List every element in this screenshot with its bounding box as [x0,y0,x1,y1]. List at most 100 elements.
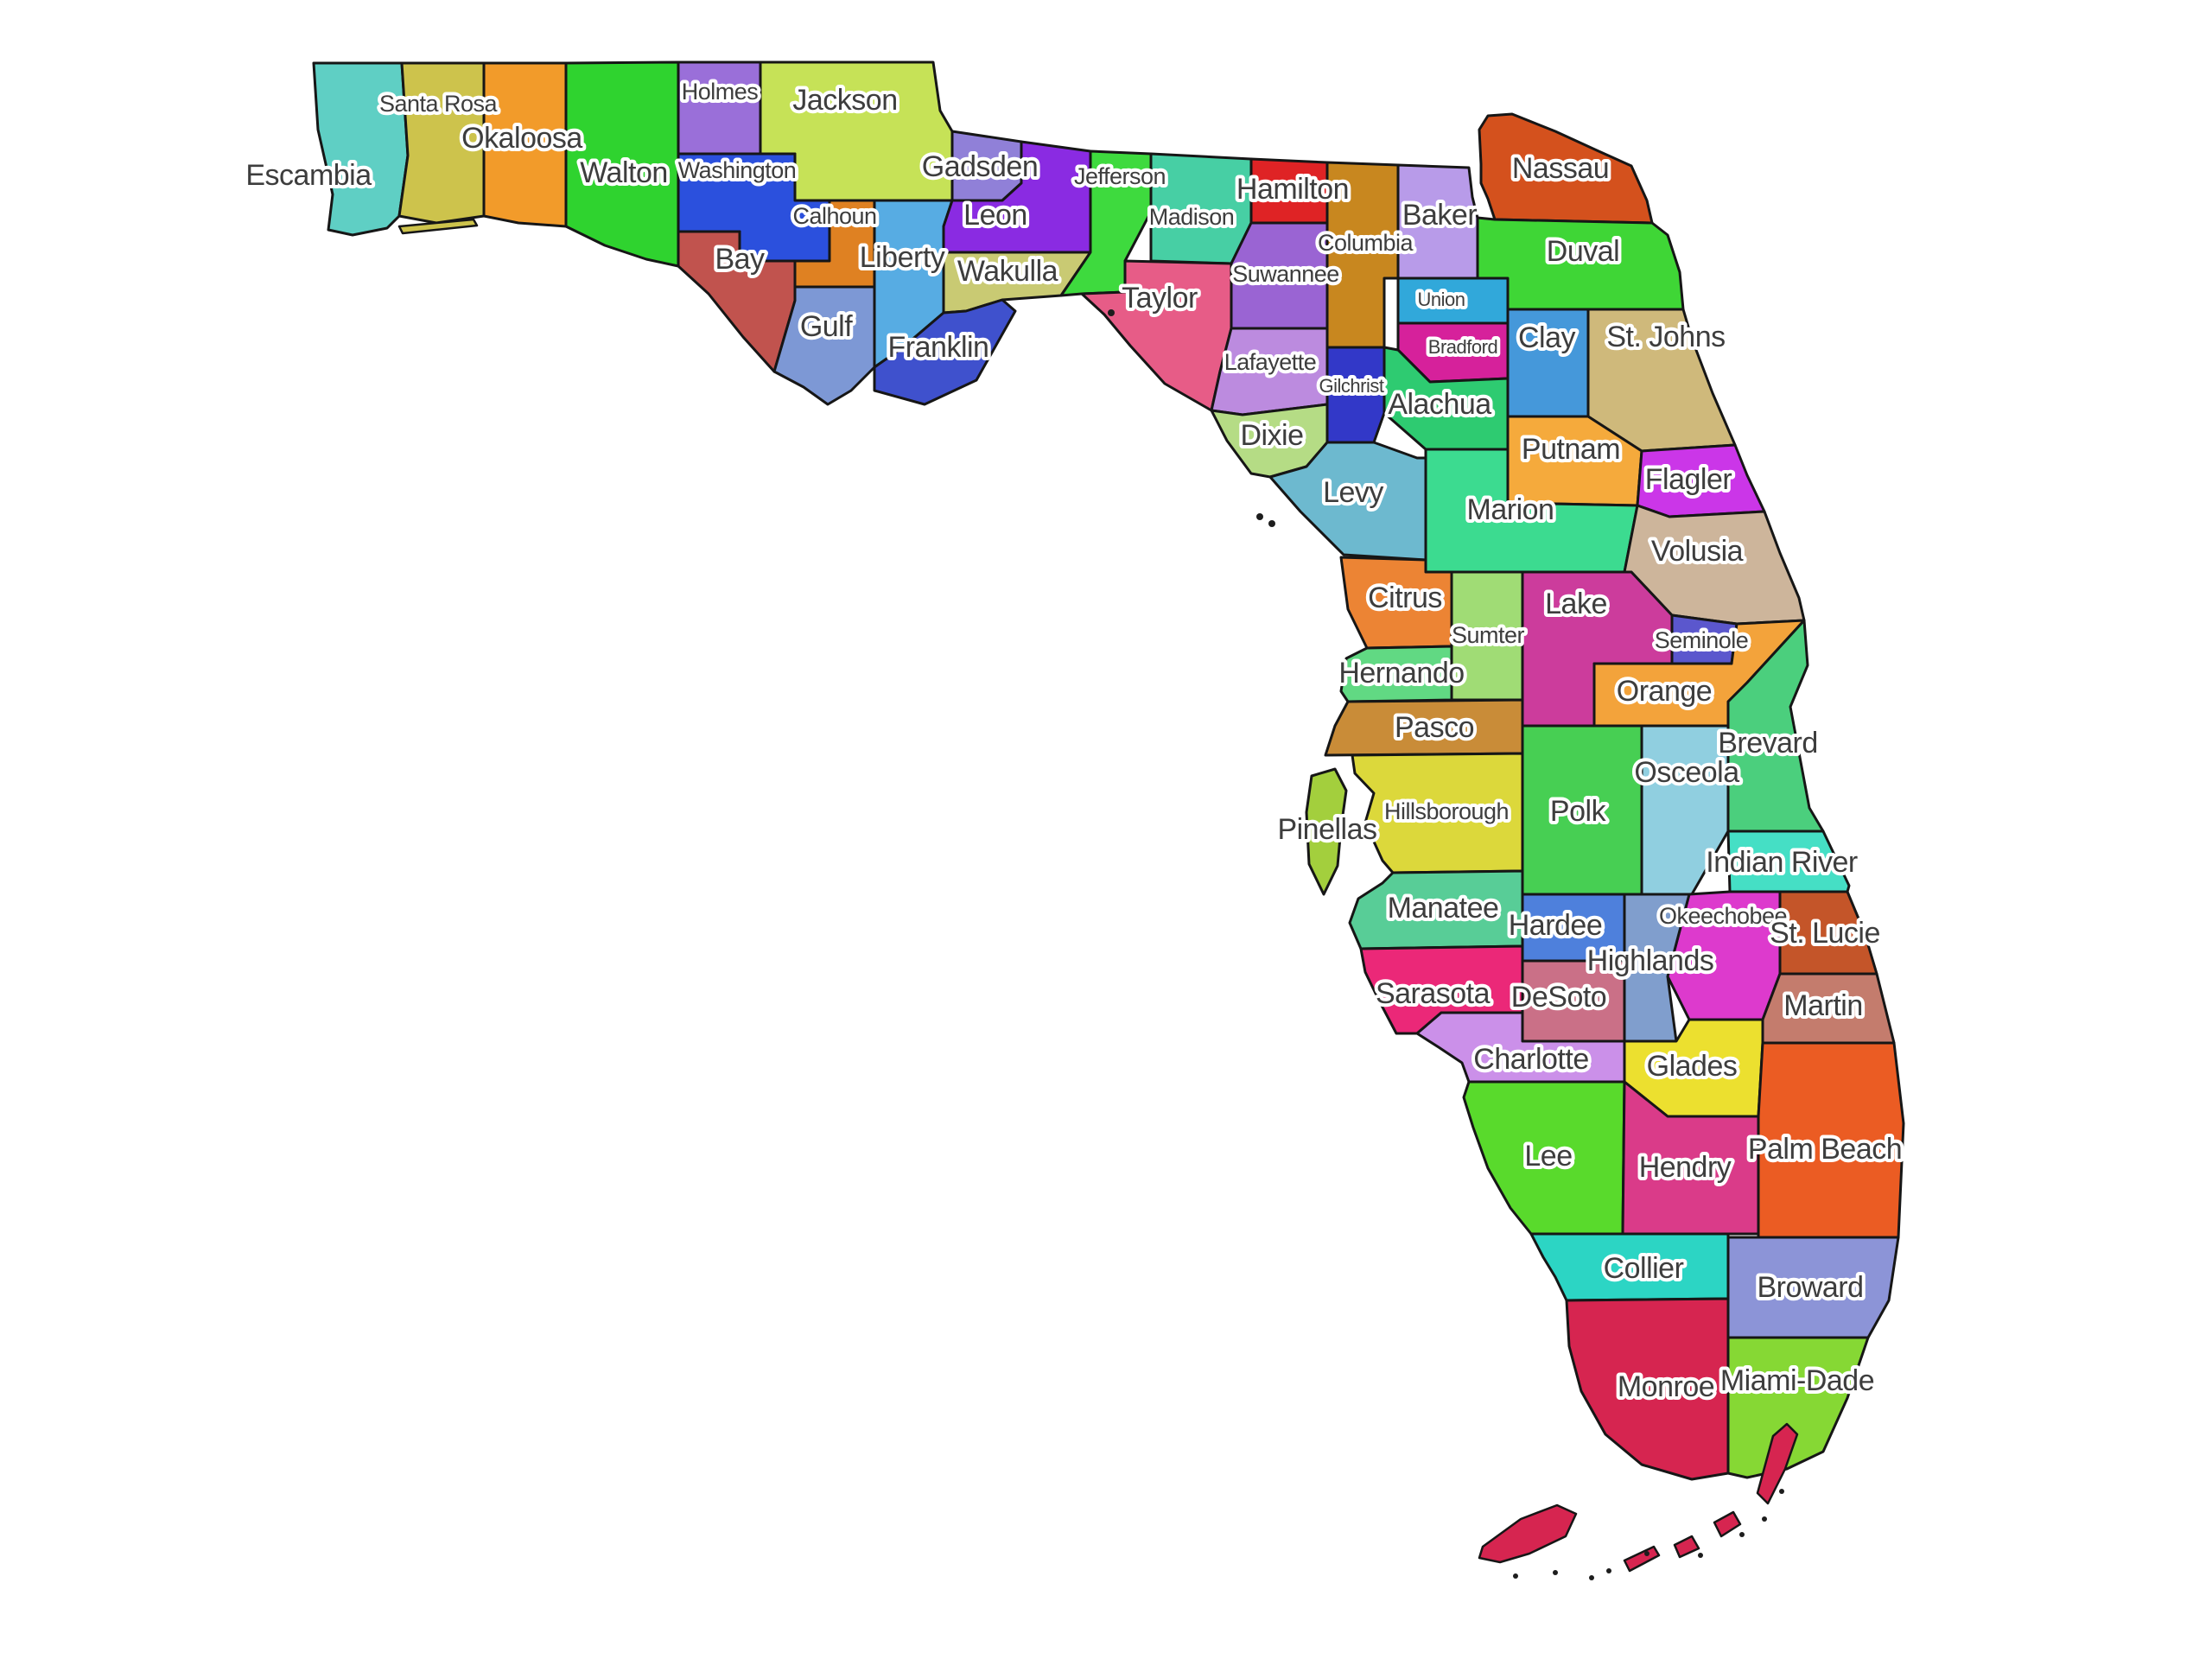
county-label-columbia: Columbia [1318,230,1414,256]
county-label-taylor: Taylor [1122,282,1198,315]
small-island-dot [1606,1568,1611,1573]
county-label-leon: Leon [963,199,1027,232]
county-label-monroe: Monroe [1618,1370,1714,1403]
county-shape-manatee [1348,869,1524,950]
small-island-dot [1256,513,1263,520]
small-island-dot [1739,1532,1745,1537]
county-shape-duval [1476,216,1685,311]
county-label-madison: Madison [1149,204,1235,230]
county-label-seminole: Seminole [1655,627,1749,653]
county-label-osceola: Osceola [1634,756,1739,789]
county-label-baker: Baker [1402,199,1477,232]
county-shape-pinellas [1305,767,1348,896]
county-label-flagler: Flagler [1645,463,1732,496]
county-label-bay: Bay [715,243,765,276]
county-label-glades: Glades [1647,1050,1738,1083]
county-label-walton: Walton [580,156,668,189]
small-island-dot [1762,1516,1767,1522]
county-shape-monroe [1565,1297,1730,1481]
county-label-putnam: Putnam [1522,433,1620,466]
small-island-dot [1779,1489,1784,1494]
county-label-hamilton: Hamilton [1236,173,1349,206]
county-label-pasco: Pasco [1395,711,1474,744]
county-label-okaloosa: Okaloosa [461,122,582,155]
county-label-escambia: Escambia [245,159,372,192]
county-label-orange: Orange [1617,675,1712,708]
small-island-dot [1513,1573,1518,1579]
county-label-sumter: Sumter [1452,622,1525,648]
county-label-union: Union [1418,289,1465,310]
county-label-lee: Lee [1524,1140,1572,1173]
island-santa-rosa-island [397,218,479,235]
county-shape-nassau [1478,112,1654,225]
county-label-wakulla: Wakulla [957,255,1058,288]
county-shape-okaloosa [482,61,568,228]
island-upper-keys [1756,1422,1799,1505]
island-middle-key-1 [1713,1510,1742,1538]
county-label-lafayette: Lafayette [1224,349,1317,375]
counties-layer [312,60,1905,1481]
small-island-dot [1644,1551,1649,1556]
county-label-gilchrist: Gilchrist [1319,375,1384,397]
county-label-hillsborough: Hillsborough [1384,798,1509,824]
county-label-washington: Washington [678,157,797,183]
county-shape-miami-dade [1726,1336,1870,1479]
county-label-sarasota: Sarasota [1376,977,1491,1010]
county-label-broward: Broward [1757,1271,1863,1304]
county-shape-escambia [312,61,410,237]
county-label-hendry: Hendry [1639,1151,1732,1184]
county-label-bradford: Bradford [1428,336,1497,358]
county-label-jefferson: Jefferson [1074,163,1166,189]
county-label-charlotte: Charlotte [1473,1043,1588,1076]
county-label-gulf: Gulf [800,310,853,343]
county-shape-st-lucie [1778,890,1878,976]
county-label-polk: Polk [1550,795,1607,828]
county-label-palm-beach: Palm Beach [1748,1133,1902,1166]
county-label-indian-river: Indian River [1706,846,1858,879]
county-label-dixie: Dixie [1240,419,1303,452]
county-label-calhoun: Calhoun [792,203,876,229]
county-label-suwannee: Suwannee [1232,261,1339,287]
county-shape-holmes [677,60,762,156]
island-middle-key-2 [1673,1535,1700,1559]
county-label-duval: Duval [1547,235,1619,268]
county-label-st-lucie: St. Lucie [1770,917,1880,950]
county-label-holmes: Holmes [682,79,759,105]
county-label-hardee: Hardee [1509,909,1603,942]
county-shape-franklin [873,298,1017,406]
county-label-volusia: Volusia [1651,535,1744,568]
county-label-hernando: Hernando [1338,657,1464,690]
county-label-alachua: Alachua [1388,388,1491,421]
county-label-clay: Clay [1518,321,1576,354]
small-island-dot [1553,1570,1558,1575]
county-label-liberty: Liberty [860,241,945,274]
county-label-brevard: Brevard [1718,727,1818,760]
dots-layer [1108,309,1784,1580]
county-shape-hendry [1621,1080,1760,1236]
island-long-key [1623,1545,1661,1573]
county-label-okeechobee: Okeechobee [1659,903,1787,929]
county-label-highlands: Highlands [1587,944,1714,977]
island-key-west [1478,1503,1578,1564]
county-label-santa-rosa: Santa Rosa [379,91,499,117]
islands-layer [397,218,1799,1573]
small-island-dot [1698,1553,1703,1558]
county-shape-osceola [1640,724,1730,896]
county-label-miami-dade: Miami-Dade [1720,1364,1874,1397]
county-label-st-johns: St. Johns [1606,321,1725,353]
county-label-desoto: DeSoto [1511,981,1606,1014]
county-shape-indian-river [1726,830,1851,893]
county-label-collier: Collier [1604,1252,1684,1285]
small-island-dot [1589,1575,1594,1580]
county-label-citrus: Citrus [1368,582,1442,614]
county-label-nassau: Nassau [1512,152,1609,185]
county-label-marion: Marion [1467,493,1554,526]
county-label-gadsden: Gadsden [922,150,1039,183]
county-label-pinellas: Pinellas [1277,813,1376,846]
county-label-jackson: Jackson [792,84,897,117]
county-label-manatee: Manatee [1388,892,1499,925]
small-island-dot [1108,309,1115,316]
